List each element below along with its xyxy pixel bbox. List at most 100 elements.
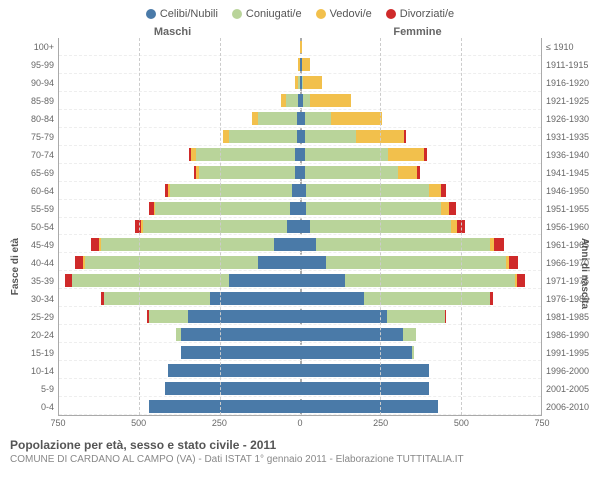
female-half [300,379,541,397]
bar-segment [143,220,288,233]
bar-segment [441,202,449,215]
female-half [300,307,541,325]
gridline-vertical [380,38,381,415]
bar-segment [229,130,296,143]
age-row [59,253,541,271]
gridline-vertical [461,38,462,415]
male-half [59,397,300,415]
female-half [300,74,541,92]
x-tick-label: 250 [373,418,388,428]
legend-label: Vedovi/e [330,8,372,20]
bar-segment [300,310,387,323]
birth-year-axis: ≤ 19101911-19151916-19201921-19251926-19… [542,38,590,416]
female-label: Femmine [295,26,590,38]
bar-segment [300,382,429,395]
age-row [59,110,541,128]
bar-segment [300,256,326,269]
bar-segment [75,256,83,269]
age-row [59,361,541,379]
birth-year-label: 1981-1985 [546,308,590,326]
legend-item: Divorziati/e [386,8,454,20]
female-half [300,200,541,218]
birth-year-label: 1911-1915 [546,56,590,74]
legend-item: Vedovi/e [316,8,372,20]
age-row [59,289,541,307]
female-half [300,218,541,236]
bar-segment [300,346,412,359]
bar-segment [91,238,99,251]
age-label: 100+ [10,38,54,56]
male-half [59,74,300,92]
female-half [300,397,541,415]
male-half [59,379,300,397]
male-half [59,200,300,218]
bar-segment [300,238,316,251]
bar-segment [300,274,345,287]
bar-segment [429,184,442,197]
bar-segment [181,328,300,341]
bar-segment [303,76,322,89]
male-half [59,92,300,110]
age-label: 10-14 [10,362,54,380]
right-axis-title: Anni di nascita [579,238,590,309]
female-half [300,110,541,128]
bar-segment [104,292,210,305]
birth-year-label: 1921-1925 [546,92,590,110]
age-row [59,271,541,289]
bar-segment [85,256,259,269]
x-tick-label: 500 [131,418,146,428]
bar-segment [196,148,296,161]
bar-segment [287,220,300,233]
male-half [59,56,300,74]
side-labels: Maschi Femmine [10,26,590,38]
bar-segment [274,238,300,251]
bar-segment [509,256,519,269]
female-half [300,146,541,164]
bar-segment [404,130,406,143]
female-half [300,253,541,271]
age-row [59,92,541,110]
age-label: 0-4 [10,398,54,416]
male-half [59,146,300,164]
chart-body: Fasce di età 100+95-9990-9485-8980-8475-… [10,38,590,416]
bar-segment [300,292,364,305]
bar-segment [310,94,352,107]
birth-year-label: ≤ 1910 [546,38,590,56]
bar-segment [302,58,310,71]
age-row [59,397,541,415]
bar-segment [300,364,429,377]
bar-segment [155,202,290,215]
plot-area [58,38,542,416]
chart-subtitle: COMUNE DI CARDANO AL CAMPO (VA) - Dati I… [10,454,590,465]
bar-segment [305,166,398,179]
bar-segment [449,202,455,215]
age-label: 65-69 [10,164,54,182]
bar-segment [305,148,389,161]
bar-segment [305,130,356,143]
bar-segment [412,346,414,359]
bar-segment [181,346,300,359]
female-half [300,343,541,361]
bar-segment [290,202,300,215]
age-row [59,307,541,325]
bar-segment [326,256,506,269]
female-half [300,361,541,379]
age-label: 20-24 [10,326,54,344]
bar-segment [494,238,504,251]
age-label: 55-59 [10,200,54,218]
age-label: 80-84 [10,110,54,128]
age-label: 15-19 [10,344,54,362]
bar-segment [403,328,416,341]
birth-year-label: 1956-1960 [546,218,590,236]
birth-year-label: 1941-1945 [546,164,590,182]
bar-segment [345,274,515,287]
female-half [300,164,541,182]
birth-year-label: 1951-1955 [546,200,590,218]
x-tick-label: 500 [454,418,469,428]
age-label: 60-64 [10,182,54,200]
male-half [59,289,300,307]
age-row [59,146,541,164]
bar-segment [398,166,417,179]
age-row [59,218,541,236]
male-half [59,235,300,253]
